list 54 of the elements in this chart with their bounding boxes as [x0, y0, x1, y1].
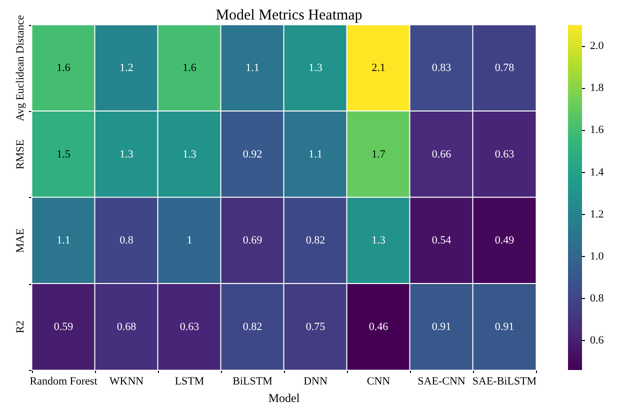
data-label: 1.1: [308, 148, 322, 160]
data-label: 0.75: [306, 320, 326, 333]
data-label: 0.83: [432, 62, 452, 74]
color-bar-label: 1.6: [590, 124, 604, 136]
color-bar-label: 1.4: [590, 166, 604, 178]
data-label: 0.68: [116, 320, 137, 333]
data-label: 1.6: [182, 62, 197, 74]
data-label: 0.78: [494, 62, 515, 74]
x-tick-label: SAE-CNN: [418, 376, 466, 388]
data-label: 0.8: [120, 234, 134, 247]
x-tick-label: CNN: [366, 376, 390, 388]
data-label: 0.91: [432, 320, 452, 333]
color-bar-label: 0.8: [590, 292, 604, 304]
color-bar-label: 1.8: [590, 82, 604, 94]
data-label: 1: [186, 234, 192, 247]
data-label: 1.3: [308, 62, 323, 74]
data-label: 1.7: [372, 148, 386, 160]
data-label: 0.63: [180, 320, 200, 333]
x-axis-title: Model: [268, 391, 300, 405]
data-label: 0.82: [306, 234, 326, 247]
data-label: 1.3: [120, 148, 134, 160]
data-label: 1.2: [120, 62, 134, 74]
color-bar-label: 1.0: [590, 250, 604, 262]
color-bar-label: 1.2: [590, 208, 604, 220]
data-label: 1.1: [246, 62, 260, 74]
data-label: 0.63: [494, 148, 515, 160]
color-bar-label: 0.6: [590, 334, 604, 347]
data-label: 0.49: [494, 234, 515, 247]
y-tick-label: R2: [14, 320, 26, 334]
x-tick-label: WKNN: [109, 376, 144, 388]
data-label: 2.1: [372, 62, 386, 74]
data-label: 1.6: [56, 62, 71, 74]
data-label: 0.54: [432, 234, 452, 247]
data-label: 1.3: [182, 148, 197, 160]
color-bar-label: 2.0: [590, 40, 604, 52]
data-label: 1.1: [56, 234, 70, 247]
data-label: 0.46: [368, 320, 389, 333]
data-label: 0.91: [494, 320, 514, 333]
data-label: 1.5: [56, 148, 71, 160]
x-tick-label: BiLSTM: [232, 376, 273, 388]
x-tick-label: LSTM: [174, 376, 204, 388]
data-label: 0.82: [242, 320, 262, 333]
x-tick-label: SAE-BiLSTM: [472, 376, 537, 388]
chart-title: Model Metrics Heatmap: [216, 8, 362, 24]
data-label: 0.59: [54, 320, 74, 333]
y-tick-label: Avg Euclidean Distance: [14, 14, 26, 122]
data-label: 0.69: [242, 234, 263, 247]
data-label: 0.66: [432, 148, 452, 160]
y-tick-label: RMSE: [14, 139, 26, 170]
data-label: 1.3: [372, 234, 386, 247]
data-label: 0.92: [242, 148, 262, 160]
y-tick-label: MAE: [14, 228, 26, 253]
x-tick-label: DNN: [304, 376, 328, 388]
x-tick-label: Random Forest: [30, 376, 98, 388]
